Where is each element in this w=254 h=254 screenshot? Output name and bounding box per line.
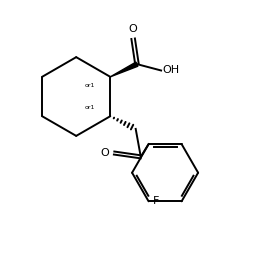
Text: or1: or1 [85,83,95,88]
Text: or1: or1 [85,105,95,110]
Text: O: O [101,148,109,158]
Polygon shape [110,62,138,77]
Text: OH: OH [162,66,180,75]
Text: O: O [129,24,137,34]
Text: F: F [153,196,160,206]
